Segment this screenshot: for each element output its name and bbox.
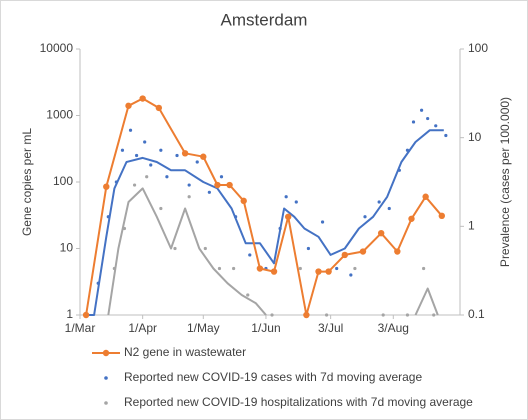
data-point (143, 140, 147, 144)
data-point (405, 313, 410, 317)
data-point (444, 133, 448, 138)
line-marker (325, 268, 332, 275)
y-tick-label: 100 (53, 174, 73, 188)
data-point (422, 266, 426, 271)
series-line (107, 187, 439, 316)
data-point (120, 148, 125, 152)
x-tick-label: 1/Mar (65, 321, 96, 335)
x-tick-label: 3/Aug (378, 321, 409, 335)
x-tick-label: 1/May (187, 321, 220, 335)
data-point (377, 200, 381, 204)
data-point (381, 313, 385, 317)
line-marker (394, 248, 401, 255)
data-point (175, 153, 179, 158)
y-tick-label: 1000 (46, 108, 73, 122)
data-point (419, 108, 424, 112)
data-point (134, 153, 139, 158)
data-point (219, 175, 224, 179)
y-axis-title: Gene copies per mL (20, 128, 34, 236)
data-point (284, 195, 288, 199)
y2-axis-title: Prevalence (cases per 100.000) (498, 97, 512, 267)
data-point (298, 266, 302, 271)
legend-label: N2 gene in wastewater (124, 345, 246, 359)
data-point (187, 183, 191, 187)
data-point (132, 183, 137, 187)
data-point (335, 266, 339, 271)
x-tick-label: 3/Jul (318, 321, 343, 335)
line-marker (256, 265, 264, 272)
data-point (363, 215, 367, 219)
data-point (294, 200, 298, 204)
data-point (187, 195, 191, 199)
data-point (232, 266, 236, 271)
x-tick-label: 1/Jun (251, 321, 280, 335)
y2-tick-label: 1 (468, 219, 475, 233)
line-marker (214, 181, 221, 189)
data-point (207, 190, 211, 194)
x-tick-label: 1/Apr (128, 321, 157, 335)
legend-marker (102, 349, 110, 357)
data-point (195, 160, 199, 164)
data-point (349, 273, 353, 277)
data-point (159, 148, 163, 152)
line-marker (377, 229, 385, 237)
data-point (128, 128, 133, 132)
line-marker (240, 197, 247, 205)
data-point (203, 246, 207, 251)
data-point (217, 266, 222, 271)
line-marker (315, 268, 322, 275)
data-point (434, 124, 438, 128)
y-tick-label: 10 (60, 241, 74, 255)
line-marker (359, 248, 367, 255)
legend-label: Reported new COVID-19 hospitalizations w… (124, 395, 473, 409)
y2-tick-label: 0.1 (468, 307, 485, 321)
data-point (246, 293, 250, 297)
line-marker (181, 150, 189, 157)
line-marker (200, 153, 207, 160)
data-point (165, 175, 169, 179)
line-marker (103, 183, 110, 190)
line-marker (408, 215, 415, 222)
y2-tick-label: 100 (468, 41, 488, 55)
legend-marker (104, 376, 108, 380)
line-marker (82, 311, 90, 319)
data-point (248, 253, 252, 257)
data-point (149, 163, 153, 167)
line-marker (341, 251, 348, 259)
data-point (432, 313, 436, 317)
line-marker (270, 268, 278, 275)
data-point (411, 120, 416, 124)
data-point (387, 206, 391, 211)
data-point (270, 313, 274, 317)
line-marker (438, 212, 446, 220)
data-point (324, 313, 329, 317)
data-point (145, 175, 149, 179)
data-point (306, 246, 311, 251)
data-point (173, 246, 177, 251)
line-marker (422, 193, 429, 200)
data-point (159, 206, 163, 211)
data-point (320, 220, 325, 224)
line-marker (125, 102, 132, 109)
line-marker (155, 104, 163, 112)
series-line (86, 129, 444, 316)
line-marker (284, 213, 292, 220)
y-tick-label: 1 (66, 307, 73, 321)
line-marker (139, 95, 146, 102)
line-marker (226, 181, 233, 189)
data-point (353, 266, 357, 271)
line-marker (303, 311, 310, 319)
legend-label: Reported new COVID-19 cases with 7d movi… (124, 370, 422, 384)
chart-title: Amsterdam (221, 10, 308, 29)
data-point (426, 116, 430, 121)
y2-tick-label: 10 (468, 130, 482, 144)
y-tick-label: 10000 (40, 41, 74, 55)
legend-marker (104, 401, 108, 405)
